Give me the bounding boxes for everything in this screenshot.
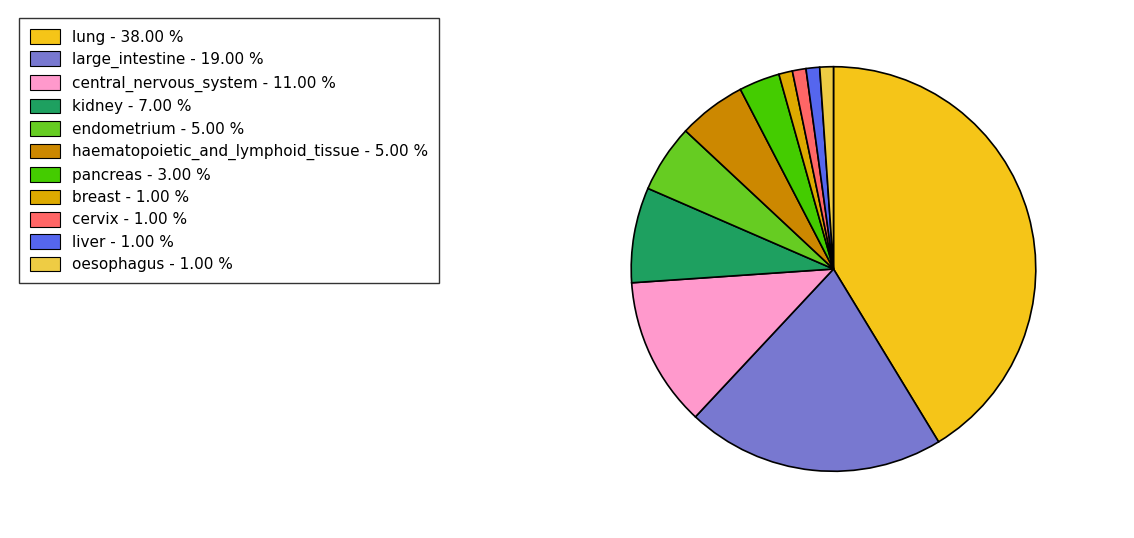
Wedge shape — [686, 89, 833, 269]
Wedge shape — [741, 74, 833, 269]
Legend: lung - 38.00 %, large_intestine - 19.00 %, central_nervous_system - 11.00 %, kid: lung - 38.00 %, large_intestine - 19.00 … — [19, 18, 439, 283]
Wedge shape — [793, 69, 833, 269]
Wedge shape — [833, 67, 1035, 442]
Wedge shape — [632, 188, 833, 283]
Wedge shape — [695, 269, 939, 471]
Wedge shape — [648, 131, 833, 269]
Wedge shape — [806, 67, 833, 269]
Wedge shape — [820, 67, 833, 269]
Wedge shape — [779, 71, 833, 269]
Wedge shape — [632, 269, 833, 417]
